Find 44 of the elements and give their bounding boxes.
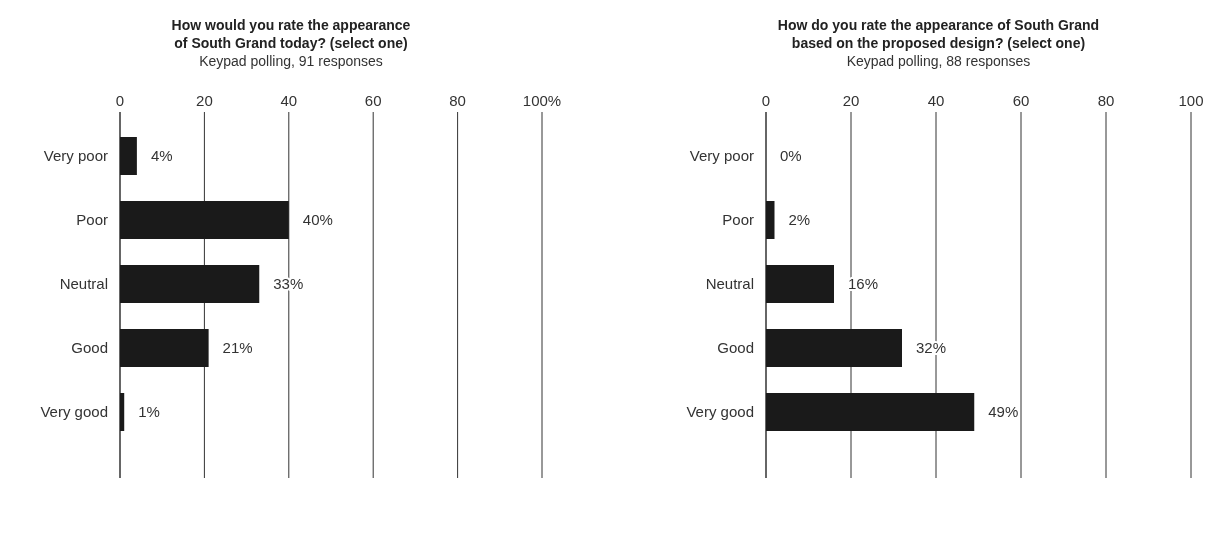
data-label: 2% bbox=[788, 211, 811, 228]
bar bbox=[766, 393, 975, 431]
y-tick-label: Good bbox=[71, 339, 108, 356]
y-tick-label: Very poor bbox=[43, 147, 108, 164]
chart-title: How would you rate the appearance of South Grand today? (select one) bbox=[171, 17, 411, 51]
x-tick-label: 20 bbox=[842, 92, 860, 109]
bar bbox=[120, 137, 137, 175]
data-label: 1% bbox=[138, 403, 160, 420]
x-tick-label: 0 bbox=[761, 92, 771, 109]
x-tick-label: 60 bbox=[1012, 92, 1030, 109]
data-label: 0% bbox=[780, 147, 802, 164]
x-tick-label: 100% bbox=[522, 92, 562, 109]
bar bbox=[120, 265, 260, 303]
data-label: 4% bbox=[150, 147, 173, 164]
bar bbox=[766, 265, 834, 303]
x-tick-label: 40 bbox=[927, 92, 945, 109]
x-tick-label: 80 bbox=[1097, 92, 1115, 109]
bar bbox=[766, 329, 902, 367]
bar bbox=[120, 393, 125, 431]
data-label: 40% bbox=[302, 211, 333, 228]
y-tick-label: Very good bbox=[40, 403, 108, 420]
data-label: 49% bbox=[988, 403, 1019, 420]
y-tick-label: Very good bbox=[686, 403, 754, 420]
x-tick-label: 60 bbox=[364, 92, 382, 109]
chart-subtitle: Keypad polling, 91 responses bbox=[199, 53, 383, 69]
x-tick-label: 40 bbox=[280, 92, 298, 109]
y-tick-label: Good bbox=[717, 339, 754, 356]
bar bbox=[766, 201, 775, 239]
data-label: 32% bbox=[916, 339, 947, 356]
y-tick-label: Poor bbox=[722, 211, 754, 228]
data-label: 16% bbox=[848, 275, 879, 292]
bar bbox=[120, 201, 289, 239]
y-tick-label: Neutral bbox=[59, 275, 108, 292]
x-tick-label: 100 bbox=[1178, 92, 1204, 109]
x-tick-label: 0 bbox=[115, 92, 125, 109]
data-label: 21% bbox=[222, 339, 253, 356]
chart-subtitle: Keypad polling, 88 responses bbox=[846, 53, 1031, 69]
chart-title: How do you rate the appearance of South Grand based on the proposed design? (select one) bbox=[777, 17, 1100, 51]
x-tick-label: 80 bbox=[449, 92, 466, 109]
y-tick-label: Neutral bbox=[705, 275, 754, 292]
bar bbox=[120, 329, 209, 367]
x-tick-label: 20 bbox=[196, 92, 213, 109]
y-tick-label: Poor bbox=[76, 211, 108, 228]
y-tick-label: Very poor bbox=[689, 147, 754, 164]
